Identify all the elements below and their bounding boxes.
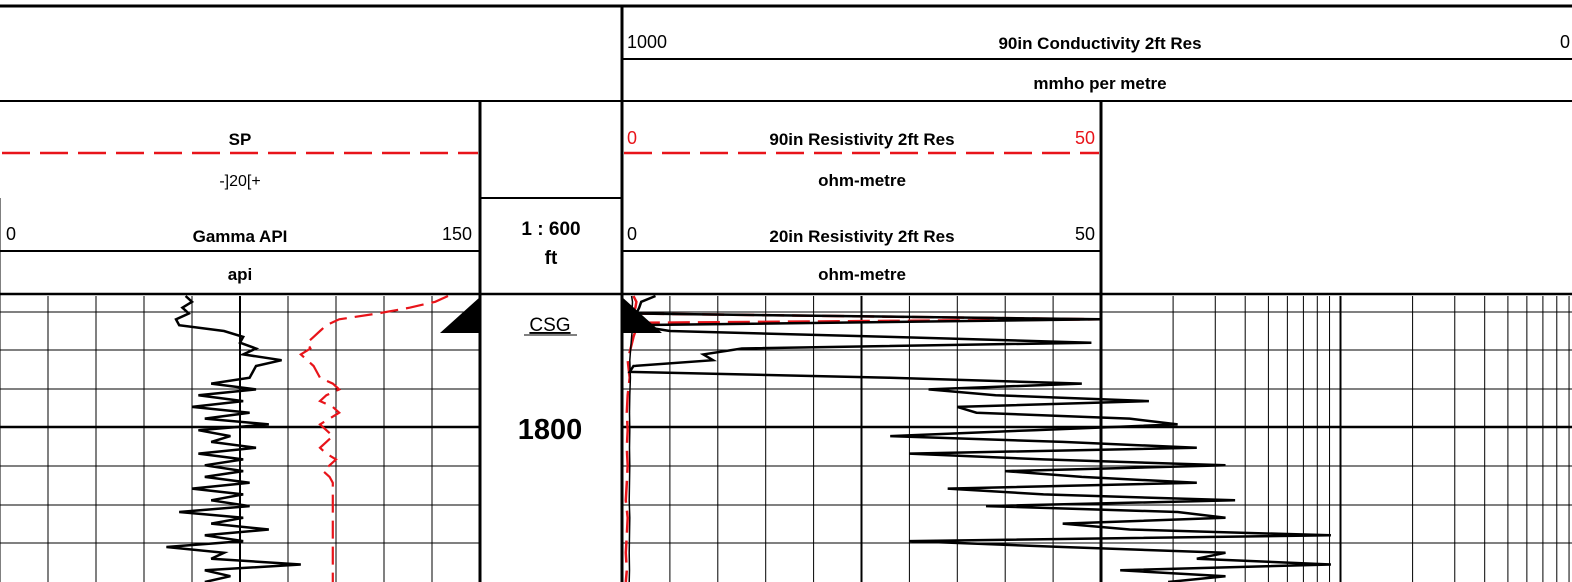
res90-right-scale: 50	[1075, 128, 1095, 148]
sp-scale: -]20[+	[219, 173, 260, 190]
casing-shoe-marker-right	[622, 297, 662, 333]
conductivity-title: 90in Conductivity 2ft Res	[998, 34, 1201, 53]
res20-curve	[627, 294, 1331, 582]
gamma-title: Gamma API	[193, 227, 288, 246]
res90-left-scale: 0	[627, 128, 637, 148]
sp-curve	[298, 294, 449, 582]
res20-left-scale: 0	[627, 224, 637, 244]
depth-label-1800: 1800	[518, 414, 583, 446]
gamma-left-scale: 0	[6, 224, 16, 244]
gamma-unit: api	[228, 265, 253, 284]
res20-right-scale: 50	[1075, 224, 1095, 244]
conductivity-left-scale: 1000	[627, 32, 667, 52]
casing-shoe-marker-left	[440, 297, 480, 333]
casing-label: CSG	[529, 315, 570, 336]
res20-unit: ohm-metre	[818, 265, 906, 284]
header-frame	[0, 4, 1572, 582]
log-curves	[166, 294, 1331, 582]
depth-unit: ft	[545, 248, 558, 269]
depth-scale: 1 : 600	[521, 219, 580, 240]
res90-unit: ohm-metre	[818, 171, 906, 190]
gamma-right-scale: 150	[442, 224, 472, 244]
conductivity-unit: mmho per metre	[1033, 74, 1166, 93]
sp-title: SP	[229, 130, 252, 149]
header-labels: 1000 90in Conductivity 2ft Res 0 mmho pe…	[6, 32, 1570, 284]
conductivity-right-scale: 0	[1560, 32, 1570, 52]
res20-title: 20in Resistivity 2ft Res	[769, 227, 954, 246]
res90-title: 90in Resistivity 2ft Res	[769, 130, 954, 149]
gamma-api-curve	[166, 295, 301, 582]
